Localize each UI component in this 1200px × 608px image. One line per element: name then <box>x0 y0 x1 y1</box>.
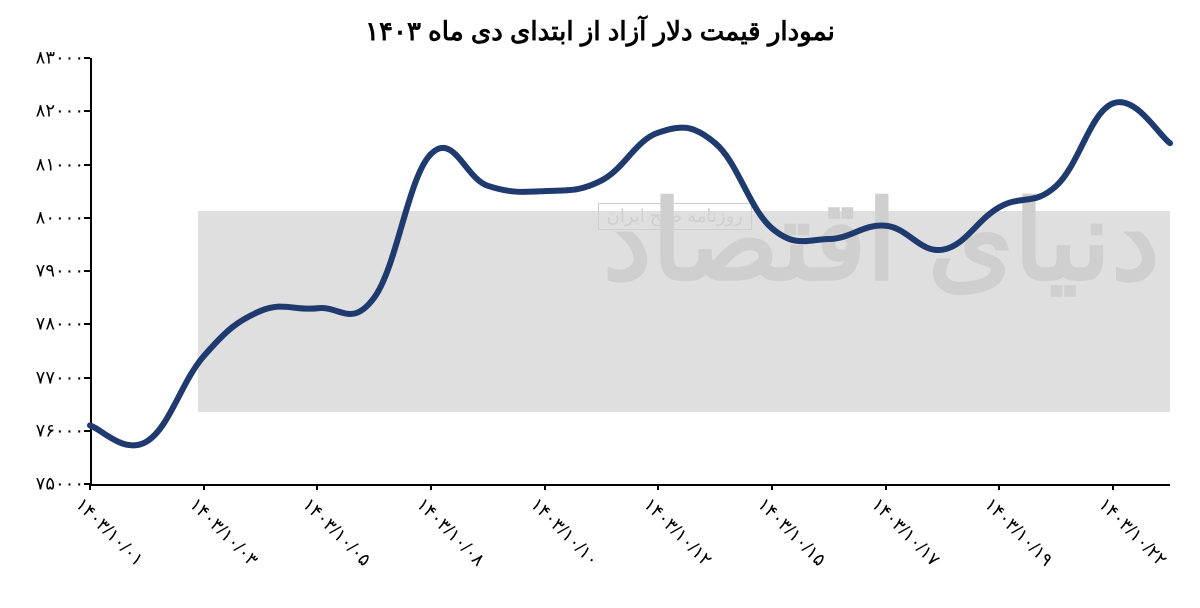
x-tick-label: ۱۴۰۳/۱۰/۱۲ <box>640 494 717 571</box>
x-tick-mark <box>544 484 546 490</box>
y-tick-label: ۷۸۰۰۰ <box>4 314 84 335</box>
y-tick-mark <box>84 164 90 166</box>
y-tick-mark <box>84 57 90 59</box>
y-tick-label: ۷۵۰۰۰ <box>4 474 84 495</box>
x-axis-line <box>90 484 1170 486</box>
y-tick-label: ۸۰۰۰۰ <box>4 207 84 228</box>
y-tick-label: ۸۱۰۰۰ <box>4 154 84 175</box>
x-tick-label: ۱۴۰۳/۱۰/۰۱ <box>71 494 148 571</box>
x-tick-label: ۱۴۰۳/۱۰/۲۲ <box>1094 494 1171 571</box>
x-tick-mark <box>316 484 318 490</box>
x-tick-mark <box>771 484 773 490</box>
chart-container: نمودار قیمت دلار آزاد از ابتدای دی ماه ۱… <box>0 0 1200 608</box>
x-tick-mark <box>430 484 432 490</box>
x-tick-label: ۱۴۰۳/۱۰/۱۷ <box>867 494 944 571</box>
line-series <box>90 58 1170 484</box>
y-tick-label: ۷۷۰۰۰ <box>4 367 84 388</box>
x-tick-mark <box>1112 484 1114 490</box>
y-tick-label: ۷۶۰۰۰ <box>4 420 84 441</box>
x-tick-mark <box>657 484 659 490</box>
x-tick-label: ۱۴۰۳/۱۰/۰۳ <box>185 494 262 571</box>
x-tick-label: ۱۴۰۳/۱۰/۰۸ <box>412 494 489 571</box>
y-tick-mark <box>84 110 90 112</box>
y-tick-label: ۷۹۰۰۰ <box>4 261 84 282</box>
x-tick-mark <box>89 484 91 490</box>
y-tick-mark <box>84 217 90 219</box>
chart-title: نمودار قیمت دلار آزاد از ابتدای دی ماه ۱… <box>0 16 1200 47</box>
x-tick-mark <box>998 484 1000 490</box>
y-tick-mark <box>84 430 90 432</box>
x-tick-mark <box>203 484 205 490</box>
x-tick-label: ۱۴۰۳/۱۰/۱۰ <box>526 494 603 571</box>
y-tick-label: ۸۲۰۰۰ <box>4 101 84 122</box>
y-tick-mark <box>84 270 90 272</box>
x-tick-label: ۱۴۰۳/۱۰/۱۹ <box>981 494 1058 571</box>
y-tick-mark <box>84 377 90 379</box>
plot-area: دنیای اقتصاد روزنامه صبح ایران <box>90 58 1170 484</box>
x-tick-mark <box>885 484 887 490</box>
y-tick-mark <box>84 323 90 325</box>
x-tick-label: ۱۴۰۳/۱۰/۱۵ <box>753 494 830 571</box>
x-tick-label: ۱۴۰۳/۱۰/۰۵ <box>299 494 376 571</box>
y-tick-label: ۸۳۰۰۰ <box>4 48 84 69</box>
